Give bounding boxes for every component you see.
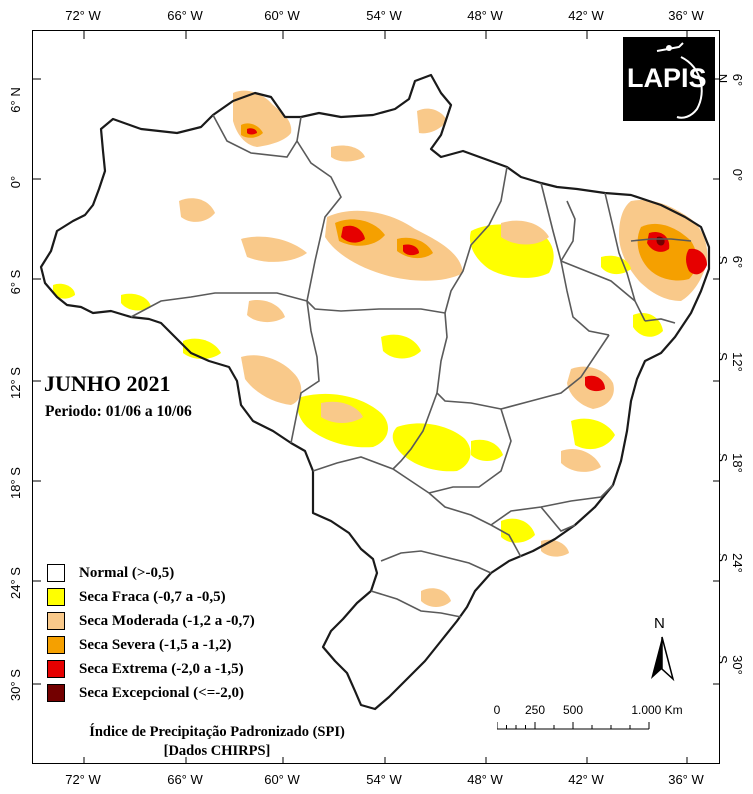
- drought-area: [183, 338, 221, 359]
- brazil-outline: [39, 73, 711, 711]
- legend-swatch: [47, 612, 65, 630]
- drought-area: [392, 423, 471, 472]
- lat-tick-left: 30° S: [8, 669, 23, 701]
- lon-tick-bottom: 48° W: [467, 772, 503, 787]
- drought-area: [381, 334, 421, 359]
- drought-patches: [53, 90, 708, 607]
- drought-area: [241, 236, 307, 262]
- north-arrow-icon: [651, 636, 675, 682]
- scale-label: 250: [524, 703, 546, 717]
- drought-area: [633, 312, 663, 337]
- legend-label: Seca Moderada (-1,2 a -0,7): [79, 612, 255, 629]
- scale-label: 0: [493, 703, 501, 717]
- map-frame: LAPIS JUNHO 2021 Periodo: 01/06 a 10/06 …: [32, 30, 720, 764]
- lon-tick-bottom: 72° W: [65, 772, 101, 787]
- legend-swatch: [47, 588, 65, 606]
- drought-area: [417, 108, 447, 134]
- legend-item: Seca Excepcional (<=-2,0): [47, 681, 255, 705]
- state-boundaries: [130, 114, 692, 618]
- legend-swatch: [47, 564, 65, 582]
- drought-area: [247, 128, 257, 135]
- credit: Índice de Precipitação Padronizado (SPI)…: [47, 723, 387, 761]
- lon-tick-bottom: 42° W: [568, 772, 604, 787]
- drought-area: [601, 255, 631, 275]
- credit-line: [Dados CHIRPS]: [163, 743, 271, 759]
- drought-area: [541, 539, 569, 557]
- north-arrow: N: [645, 615, 679, 685]
- legend-swatch: [47, 684, 65, 702]
- lat-tick-left: 12° S: [8, 367, 23, 399]
- legend-swatch: [47, 636, 65, 654]
- lon-tick-bottom: 54° W: [366, 772, 402, 787]
- drought-area: [179, 198, 215, 222]
- drought-area: [241, 355, 302, 405]
- legend-label: Seca Fraca (-0,7 a -0,5): [79, 588, 226, 605]
- lapis-logo: LAPIS: [623, 37, 715, 121]
- scale-label: 1.000 Km: [631, 703, 683, 717]
- map-period: Periodo: 01/06 a 10/06: [45, 403, 192, 420]
- drought-area: [121, 293, 151, 311]
- drought-area: [403, 244, 419, 256]
- legend-label: Seca Severa (-1,5 a -1,2): [79, 636, 232, 653]
- drought-area: [321, 401, 363, 423]
- drought-area: [501, 220, 549, 245]
- lon-tick-top: 72° W: [65, 8, 101, 23]
- legend-swatch: [47, 660, 65, 678]
- legend: Normal (>-0,5) Seca Fraca (-0,7 a -0,5) …: [47, 561, 255, 705]
- lon-tick-top: 66° W: [167, 8, 203, 23]
- legend-item: Seca Moderada (-1,2 a -0,7): [47, 609, 255, 633]
- credit-line: Índice de Precipitação Padronizado (SPI): [89, 724, 345, 740]
- legend-item: Normal (>-0,5): [47, 561, 255, 585]
- drought-area: [561, 448, 601, 472]
- lat-tick-left: 18° S: [8, 467, 23, 499]
- lat-tick-left: 0°: [8, 175, 23, 189]
- legend-label: Normal (>-0,5): [79, 564, 175, 581]
- drought-area: [341, 225, 365, 243]
- lon-tick-bottom: 66° W: [167, 772, 203, 787]
- legend-item: Seca Fraca (-0,7 a -0,5): [47, 585, 255, 609]
- scale-label: 500: [562, 703, 584, 717]
- scale-bar: 0 250 500 1.000 Km: [493, 703, 719, 743]
- drought-area: [421, 588, 451, 607]
- lon-tick-bottom: 60° W: [264, 772, 300, 787]
- lat-tick-left: 6° N: [8, 87, 23, 113]
- lat-tick-left: 6° S: [8, 269, 23, 295]
- scale-ruler: [497, 722, 650, 730]
- legend-item: Seca Severa (-1,5 a -1,2): [47, 633, 255, 657]
- drought-area: [585, 375, 605, 392]
- legend-label: Seca Excepcional (<=-2,0): [79, 684, 244, 701]
- drought-area: [53, 283, 75, 299]
- map-title: JUNHO 2021: [44, 371, 171, 396]
- legend-item: Seca Extrema (-2,0 a -1,5): [47, 657, 255, 681]
- drought-area: [247, 299, 285, 323]
- legend-label: Seca Extrema (-2,0 a -1,5): [79, 660, 244, 677]
- lon-tick-top: 48° W: [467, 8, 503, 23]
- lon-tick-top: 54° W: [366, 8, 402, 23]
- lat-tick-right: 0°: [730, 168, 745, 182]
- lat-tick-left: 24° S: [8, 567, 23, 599]
- lon-tick-bottom: 36° W: [668, 772, 704, 787]
- drought-area: [233, 90, 292, 147]
- brazil-map: [33, 31, 719, 763]
- drought-area: [471, 439, 503, 461]
- north-label: N: [654, 615, 665, 632]
- drought-area: [571, 418, 615, 450]
- lon-tick-top: 36° W: [668, 8, 704, 23]
- drought-area: [501, 518, 535, 543]
- lon-tick-top: 60° W: [264, 8, 300, 23]
- drought-area: [686, 248, 707, 275]
- drought-area: [331, 145, 365, 162]
- lon-tick-top: 42° W: [568, 8, 604, 23]
- logo-orbit-icon: [656, 42, 703, 119]
